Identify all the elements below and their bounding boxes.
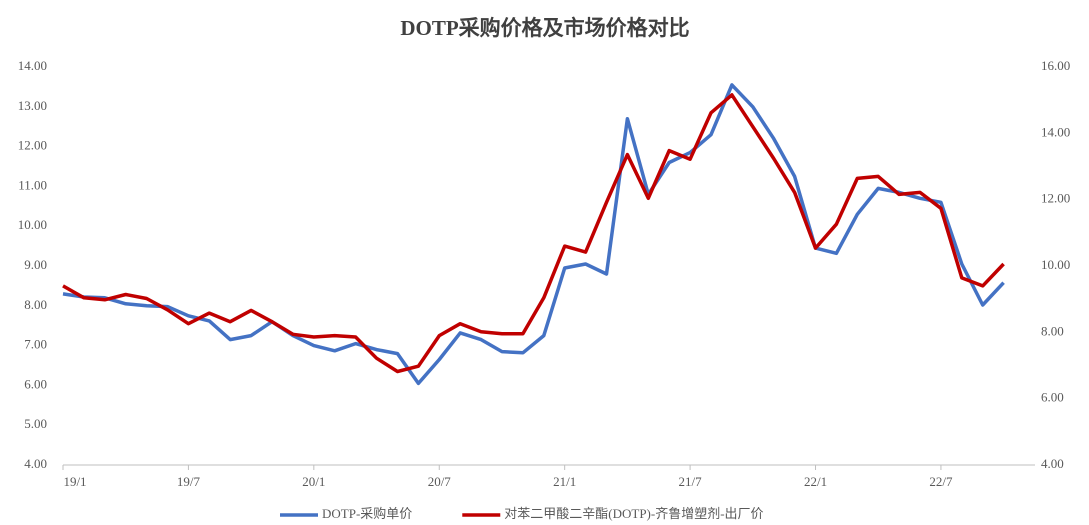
x-tick-label: 20/7 xyxy=(428,474,452,489)
y-tick-label: 8.00 xyxy=(24,297,47,312)
y2-tick-label: 14.00 xyxy=(1041,124,1070,139)
x-tick-label: 21/7 xyxy=(679,474,703,489)
y-tick-label: 11.00 xyxy=(18,177,47,192)
y-tick-label: 6.00 xyxy=(24,376,47,391)
y2-tick-label: 4.00 xyxy=(1041,456,1064,471)
y-tick-label: 13.00 xyxy=(18,98,47,113)
y-tick-label: 14.00 xyxy=(18,58,47,73)
chart-title: DOTP采购价格及市场价格对比 xyxy=(400,16,689,40)
y2-tick-label: 6.00 xyxy=(1041,390,1064,405)
y2-tick-label: 8.00 xyxy=(1041,323,1064,338)
y-tick-label: 7.00 xyxy=(24,337,47,352)
x-tick-label: 19/7 xyxy=(177,474,201,489)
y-tick-label: 10.00 xyxy=(18,217,47,232)
y-tick-label: 9.00 xyxy=(24,257,47,272)
y-tick-label: 5.00 xyxy=(24,416,47,431)
y2-tick-label: 16.00 xyxy=(1041,58,1070,73)
series-line xyxy=(62,93,1005,374)
series-line xyxy=(62,83,1005,386)
y2-tick-label: 12.00 xyxy=(1041,191,1070,206)
x-tick-label: 19/1 xyxy=(63,474,86,489)
x-tick-label: 22/1 xyxy=(804,474,827,489)
x-tick-label: 21/1 xyxy=(553,474,576,489)
legend-label: 对苯二甲酸二辛酯(DOTP)-齐鲁增塑剂-出厂价 xyxy=(504,506,763,521)
y2-tick-label: 10.00 xyxy=(1041,257,1070,272)
x-tick-label: 20/1 xyxy=(302,474,325,489)
x-tick-label: 22/7 xyxy=(929,474,953,489)
y-tick-label: 4.00 xyxy=(24,456,47,471)
legend-label: DOTP-采购单价 xyxy=(322,506,412,521)
y-tick-label: 12.00 xyxy=(18,138,47,153)
